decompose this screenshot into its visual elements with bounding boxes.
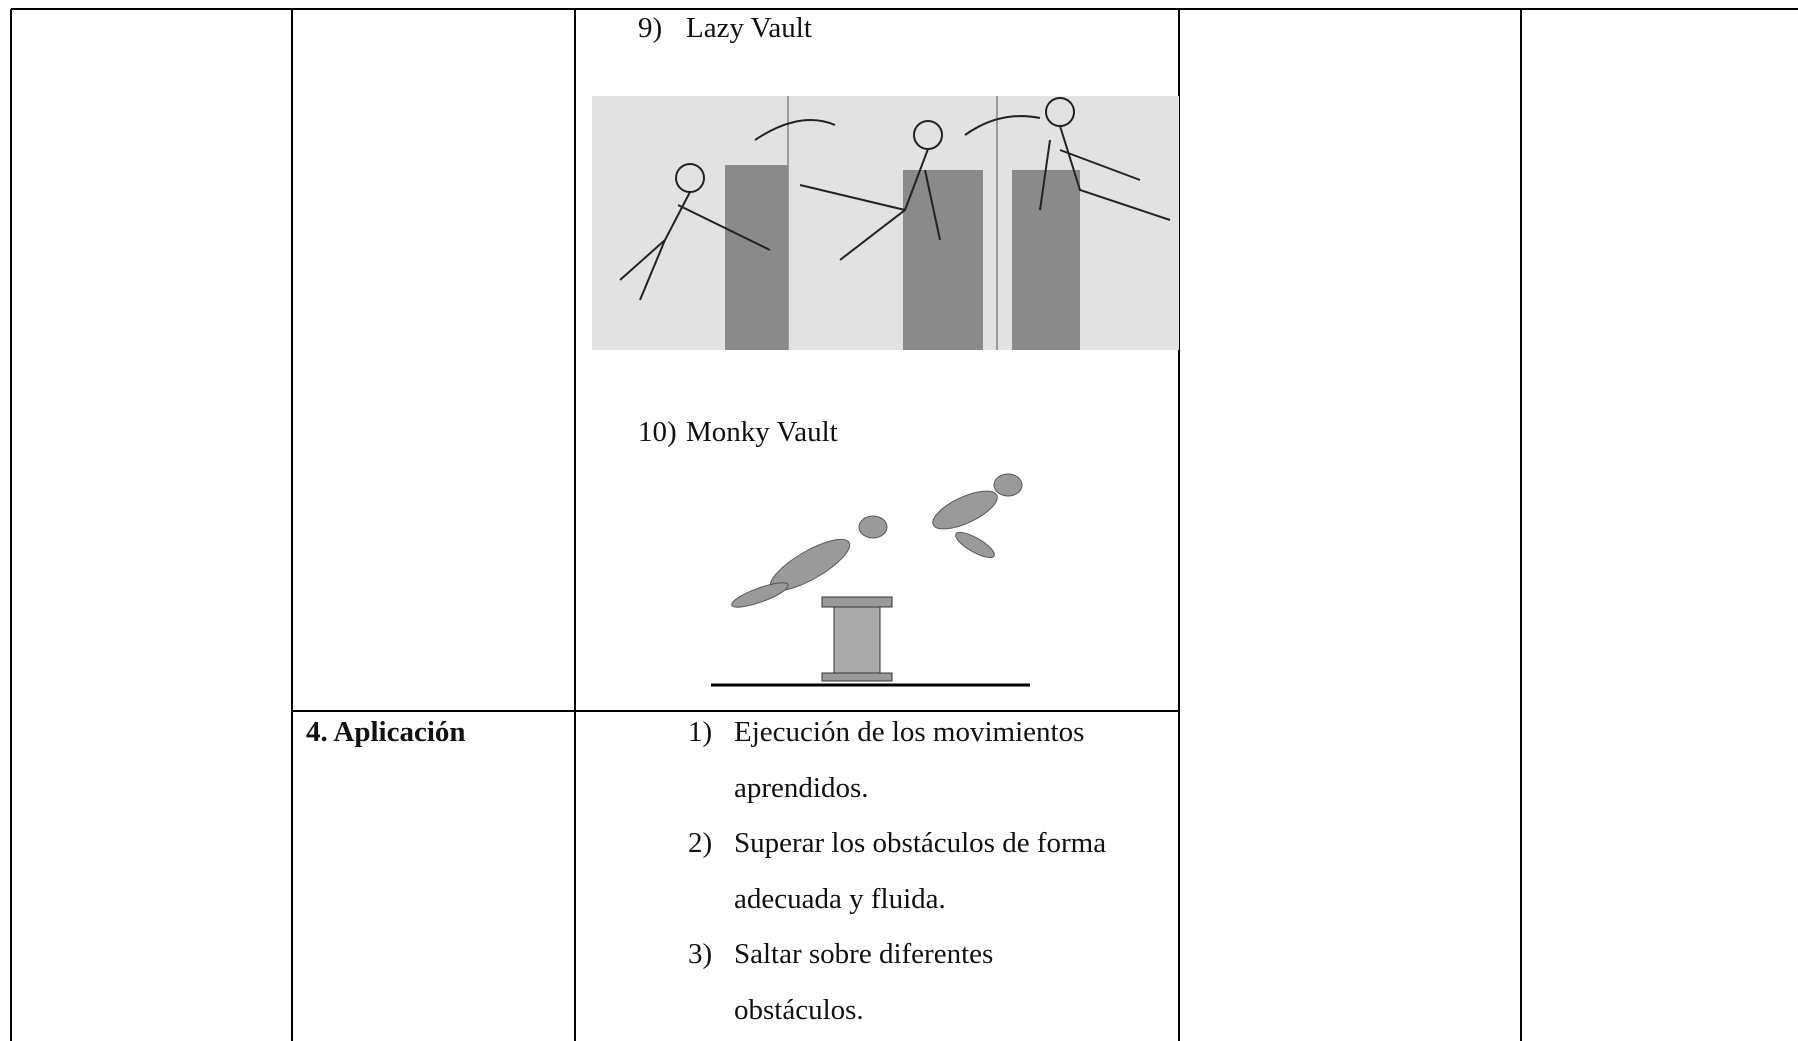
list-text: obstáculos. bbox=[734, 993, 864, 1026]
item-label: Monky Vault bbox=[686, 416, 838, 448]
row-heading: 4. Aplicación bbox=[306, 716, 466, 748]
list-text: Saltar sobre diferentes bbox=[734, 938, 994, 970]
item-number: 9) bbox=[638, 12, 663, 44]
list-text: adecuada y fluida. bbox=[734, 882, 946, 915]
list-number: 3) bbox=[688, 938, 713, 970]
lazy-vault-image bbox=[592, 96, 1179, 350]
monkey-vault-image bbox=[711, 473, 1030, 687]
list-text: aprendidos. bbox=[734, 771, 869, 804]
list-number: 1) bbox=[688, 716, 713, 748]
item-label: Lazy Vault bbox=[686, 12, 812, 44]
list-text: Superar los obstáculos de forma bbox=[734, 827, 1107, 859]
item-number: 10) bbox=[638, 416, 677, 448]
list-text: Ejecución de los movimientos bbox=[734, 716, 1085, 748]
list-number: 2) bbox=[688, 827, 713, 859]
